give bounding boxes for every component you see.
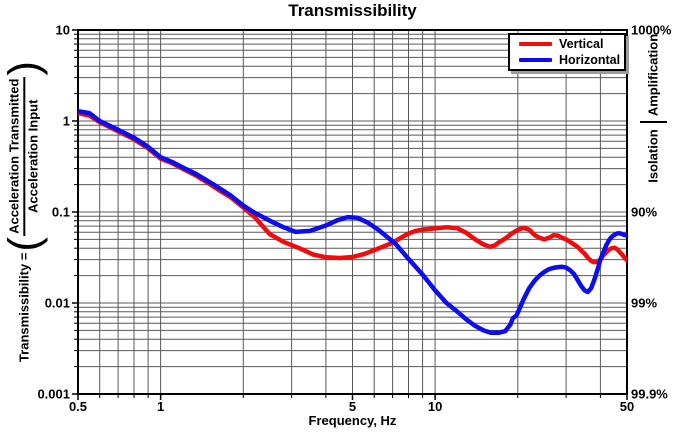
right-tick-label: 99.9% [631, 387, 668, 402]
vertical-line-swatch [519, 41, 552, 46]
y-tick-label: 1 [63, 114, 70, 129]
legend-item-horizontal: Horizontal [519, 54, 624, 67]
legend-label-horizontal: Horizontal [559, 53, 621, 67]
axes-box [77, 29, 628, 395]
x-tick-label: 0.5 [69, 399, 87, 414]
close-paren-glyph: ) [0, 60, 49, 76]
y-tick-label: 0.001 [37, 387, 70, 402]
right-tick-label: 1000% [631, 23, 672, 38]
x-axis-label: Frequency, Hz [308, 413, 397, 428]
right-tick-label: 90% [631, 205, 657, 220]
legend-item-vertical: Vertical [519, 36, 624, 51]
legend-label-vertical: Vertical [559, 36, 604, 51]
x-tick-label: 10 [428, 399, 442, 414]
x-tick-label: 5 [349, 399, 356, 414]
fraction-numerator: Acceleration Transmitted [6, 76, 25, 236]
isolation-label: Isolation [645, 129, 661, 183]
open-paren-glyph: ( [0, 236, 49, 252]
curve-horizontal [78, 108, 627, 336]
amplification-isolation-divider [640, 121, 667, 123]
y-tick-label: 10 [56, 23, 70, 38]
legend: Vertical Horizontal [508, 33, 626, 71]
horizontal-line-swatch [519, 58, 552, 63]
fraction-denominator: Acceleration Input [24, 99, 40, 213]
y-axis-label-prefix: Transmissibility = [16, 252, 32, 363]
right-tick-label: 99% [631, 296, 657, 311]
x-tick-label: 1 [157, 399, 164, 414]
chart-title: Transmissibility [288, 1, 417, 20]
amplification-label: Amplification [645, 33, 661, 117]
y-tick-label: 0.01 [45, 296, 70, 311]
y-tick-label: 0.1 [52, 205, 70, 220]
y-axis-label: Transmissibility = ( Acceleration Transm… [0, 60, 49, 363]
x-tick-label: 50 [620, 399, 634, 414]
transmissibility-fraction: Acceleration Transmitted Acceleration In… [6, 76, 42, 236]
